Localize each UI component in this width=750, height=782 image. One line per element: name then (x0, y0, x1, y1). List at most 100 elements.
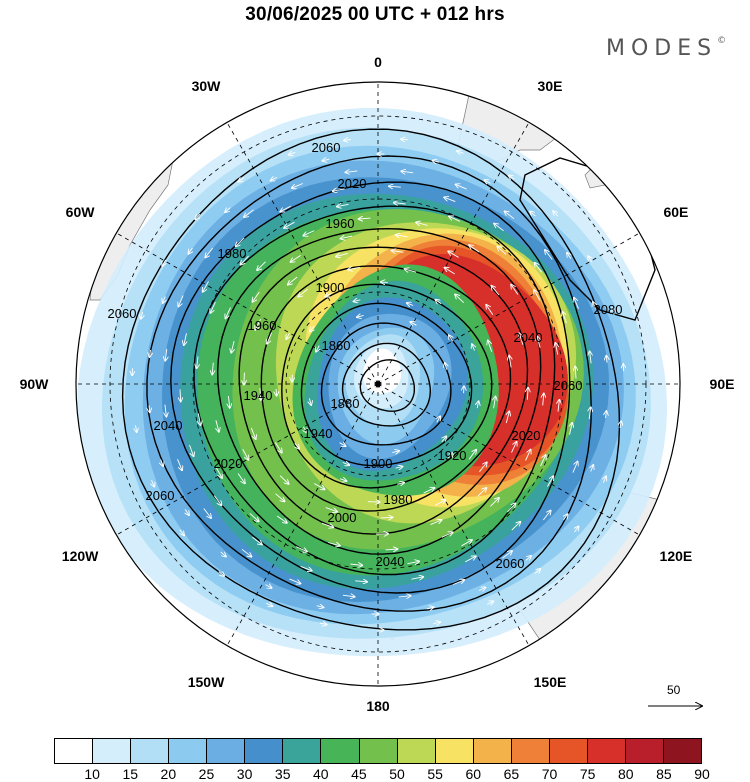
wind-arrow (478, 587, 485, 590)
wind-arrow (423, 488, 435, 494)
wind-arrow (291, 255, 301, 262)
wind-arrow (141, 311, 143, 319)
wind-arrow (567, 253, 571, 259)
wind-arrow (341, 236, 353, 239)
wind-arrow (218, 572, 224, 576)
wind-arrow (322, 159, 330, 161)
contour-value-label: 1860 (322, 338, 351, 353)
wind-arrow (486, 601, 493, 604)
wind-arrow (236, 237, 245, 246)
colorbar-swatch (625, 739, 664, 763)
height-contour (260, 265, 512, 512)
wind-arrow (163, 296, 166, 304)
wind-arrow (178, 295, 184, 306)
wind-arrow (336, 253, 348, 256)
contour-value-label: 1960 (248, 318, 277, 333)
wind-arrow (275, 493, 285, 502)
wind-arrow (210, 301, 216, 313)
wind-arrow (553, 211, 559, 217)
wind-arrow (491, 286, 500, 296)
wind-arrow (505, 211, 515, 220)
height-contour (170, 181, 571, 594)
wind-arrow (612, 308, 614, 315)
wind-arrow (180, 389, 181, 401)
colorbar-swatch (587, 739, 626, 763)
height-contour (281, 283, 493, 489)
contour-value-label: 1980 (384, 492, 413, 507)
wind-arrow (244, 209, 254, 217)
wind-arrow (395, 467, 403, 469)
wind-arrow (527, 388, 528, 400)
contour-value-label: 1880 (331, 396, 360, 411)
wind-arrow (150, 349, 151, 357)
wind-arrow (205, 247, 214, 258)
latitude-circle (285, 291, 471, 477)
wind-arrow (215, 467, 222, 478)
wind-arrow (231, 340, 234, 353)
contour-value-label: 1940 (304, 426, 333, 441)
contour-value-label: 1900 (316, 280, 345, 295)
colorbar-tick-label: 90 (694, 766, 710, 782)
wind-arrow (461, 540, 472, 547)
wind-arrow (407, 303, 414, 306)
latitude-circle (109, 115, 647, 653)
contour-value-label: 2060 (554, 378, 583, 393)
wind-arrow (396, 235, 408, 237)
contour-value-label: 1980 (218, 246, 247, 261)
wind-arrow (295, 546, 307, 552)
wind-arrow (303, 426, 307, 433)
wind-arrow (448, 453, 453, 459)
wind-arrow (165, 348, 167, 361)
wind-arrow (525, 450, 531, 461)
wind-arrow (588, 256, 592, 263)
wind-arrow (260, 387, 261, 400)
wind-arrow (203, 281, 209, 292)
meridian-line (116, 232, 379, 385)
wind-arrow (355, 581, 367, 582)
wind-arrow (216, 420, 219, 432)
wind-arrow (385, 549, 398, 550)
colorbar-swatch (283, 739, 322, 763)
meridian-label: 30E (537, 78, 563, 95)
wind-arrow (564, 514, 568, 521)
wind-arrow (519, 333, 524, 345)
wind-arrow (339, 479, 347, 481)
wind-arrow (593, 302, 595, 309)
wind-arrow (477, 488, 487, 497)
colorbar-swatch (359, 739, 398, 763)
wind-arrow (441, 532, 453, 538)
wind-arrow (354, 300, 361, 302)
wind-arrow (394, 203, 406, 204)
wind-arrow (589, 407, 591, 420)
colorbar-tick-label: 40 (313, 766, 329, 782)
wind-arrow (401, 171, 414, 173)
wind-arrow (280, 205, 292, 212)
colorbar-tick-label: 45 (351, 766, 367, 782)
wind-arrow (276, 388, 277, 396)
wind-arrow (252, 291, 260, 302)
wind-arrow (543, 394, 544, 406)
wind-arrow (398, 596, 411, 598)
graticule (76, 82, 680, 686)
wind-arrow (484, 180, 491, 183)
colorbar-tick-label: 70 (541, 766, 558, 782)
wind-arrow (265, 585, 272, 588)
meridian-label: 90E (709, 376, 735, 392)
land-shape (584, 159, 613, 189)
colorbar-tick-label: 65 (503, 766, 520, 782)
colorbar-tick-label: 15 (122, 766, 139, 782)
brand-text: MODES (606, 36, 718, 61)
height-contour (341, 342, 432, 427)
wind-arrow (359, 218, 371, 219)
meridian-line (377, 232, 640, 385)
wind-arrow (189, 444, 194, 456)
meridian-label: 120W (61, 548, 99, 564)
wind-arrow (180, 529, 184, 536)
wind-arrow (197, 356, 198, 368)
page-title: 30/06/2025 00 UTC + 012 hrs (245, 4, 505, 25)
contour-value-label: 2000 (328, 510, 357, 525)
wind-arrow (405, 269, 417, 272)
wind-arrow (228, 395, 229, 408)
wind-arrow (449, 216, 461, 222)
wind-arrow (502, 551, 513, 559)
